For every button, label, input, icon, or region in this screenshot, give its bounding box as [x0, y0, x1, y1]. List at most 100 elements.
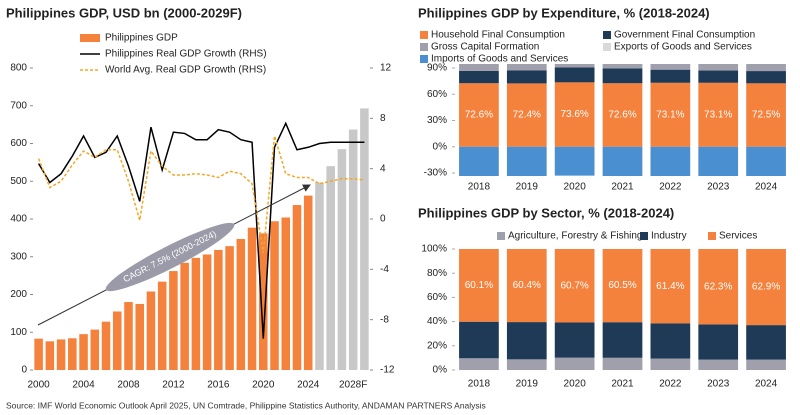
- bar-segment: [602, 322, 643, 358]
- bar: [157, 281, 167, 370]
- chart-title: Philippines GDP by Sector, % (2018-2024): [418, 205, 674, 220]
- bar-segment: [506, 64, 547, 71]
- bar: [112, 311, 122, 370]
- data-label: 60.4%: [513, 280, 541, 291]
- expenditure-labels: -30% 0% 30% 60% 90% 2018 2019 2020 2021 2022 2023 2…: [420, 30, 780, 193]
- data-label: 72.5%: [752, 110, 780, 121]
- legend-label: Exports of Goods and Services: [614, 42, 752, 53]
- legend-swatch: [420, 43, 428, 51]
- bar-segment: [746, 249, 786, 326]
- y-tick-label: 300: [10, 251, 27, 262]
- bar-segment: [506, 146, 547, 176]
- y2-tick-label: 4: [380, 163, 386, 174]
- y2-tick-label: -8: [380, 314, 389, 325]
- legend-swatch: [80, 34, 100, 42]
- data-label: 61.4%: [656, 281, 684, 292]
- bar-segment: [554, 249, 595, 323]
- bar-segment: [650, 249, 691, 324]
- legend-label: Gross Capital Formation: [431, 42, 539, 53]
- data-label: 60.7%: [560, 280, 588, 291]
- legend-label: Services: [719, 231, 757, 242]
- bar-segment: [650, 146, 691, 176]
- bar: [68, 338, 77, 370]
- x-tick-label: 2020: [252, 380, 275, 391]
- bar: [259, 233, 268, 370]
- bar-segment: [650, 358, 691, 370]
- x-tick-label: 2022: [659, 379, 682, 390]
- y-tick-label: 60%: [427, 292, 447, 303]
- bar: [236, 239, 246, 370]
- y2-tick-label: 12: [380, 63, 392, 74]
- x-tick-label: 2023: [707, 379, 730, 390]
- bar-segment: [746, 325, 786, 360]
- bar: [45, 341, 55, 370]
- data-label: 62.9%: [752, 282, 780, 293]
- x-tick-label: 2020: [564, 182, 587, 193]
- bar-segment: [602, 64, 643, 69]
- y-tick-label: 90%: [427, 63, 447, 74]
- x-tick-label: 2021: [611, 379, 634, 390]
- bar: [180, 262, 189, 370]
- bar: [101, 321, 111, 370]
- y-tick-label: 200: [10, 289, 27, 300]
- bar-segment: [554, 64, 595, 68]
- bar-segment: [650, 69, 691, 83]
- bar: [202, 254, 212, 370]
- legend-label: Philippines GDP: [105, 33, 178, 44]
- data-label: 60.1%: [465, 280, 493, 291]
- data-label: 72.4%: [513, 110, 541, 121]
- y-tick-label: 600: [10, 138, 27, 149]
- y2-tick-label: 8: [380, 113, 386, 124]
- sector-chart: 0% 20% 40% 60% 80% 100% 2018 2019 2020 2021 2022 20…: [421, 231, 786, 390]
- bar: [124, 302, 133, 370]
- legend-label: Industry: [651, 231, 687, 242]
- x-tick-label: 2012: [162, 380, 185, 391]
- line: [37, 121, 365, 339]
- bar-segment: [554, 357, 595, 370]
- bar: [360, 108, 369, 370]
- legend-swatch: [497, 232, 505, 240]
- chart-title: Philippines GDP, USD bn (2000-2029F): [6, 5, 242, 20]
- y-tick-label: 0%: [433, 365, 448, 376]
- legend-label: Government Final Consumption: [614, 30, 755, 41]
- y-tick-label: 400: [10, 214, 27, 225]
- y-tick-label: 20%: [427, 340, 447, 351]
- data-label: 72.6%: [608, 110, 636, 121]
- chart-title: Philippines GDP by Expenditure, % (2018-…: [418, 5, 710, 20]
- bar-segment: [602, 83, 643, 147]
- bar: [337, 149, 347, 370]
- bar-segment: [698, 324, 739, 360]
- y-tick-label: 30%: [427, 115, 447, 126]
- legend-label: Philippines Real GDP Growth (RHS): [105, 49, 267, 60]
- bar-segment: [459, 64, 499, 71]
- bar: [270, 221, 279, 370]
- x-tick-label: 2022: [659, 182, 682, 193]
- bar-segment: [650, 82, 691, 147]
- y-tick-label: 60%: [427, 89, 447, 100]
- bar: [191, 257, 201, 370]
- bar-segment: [459, 358, 499, 370]
- legend-label: Imports of Goods and Services: [431, 54, 568, 65]
- data-label: 73.1%: [704, 109, 732, 120]
- legend-label: World Avg. Real GDP Growth (RHS): [105, 65, 266, 76]
- y-tick-label: 500: [10, 176, 27, 187]
- bar-segment: [698, 70, 739, 83]
- bar-segment: [746, 71, 786, 84]
- bar: [56, 339, 66, 370]
- y-tick-label: 40%: [427, 316, 447, 327]
- bar-segment: [698, 146, 739, 176]
- bar: [169, 271, 178, 370]
- y-tick-label: -30%: [424, 168, 447, 179]
- x-tick-label: 2018: [468, 182, 491, 193]
- bar: [225, 246, 234, 370]
- bar-segment: [554, 82, 595, 147]
- bar-segment: [746, 64, 786, 72]
- bar: [247, 227, 257, 370]
- x-tick-label: 2024: [297, 380, 320, 391]
- x-tick-label: 2018: [468, 379, 491, 390]
- bar-segment: [506, 70, 547, 84]
- bar: [292, 205, 302, 370]
- data-label: 62.3%: [704, 281, 732, 292]
- bar-segment: [459, 146, 499, 176]
- bar-segment: [602, 357, 643, 370]
